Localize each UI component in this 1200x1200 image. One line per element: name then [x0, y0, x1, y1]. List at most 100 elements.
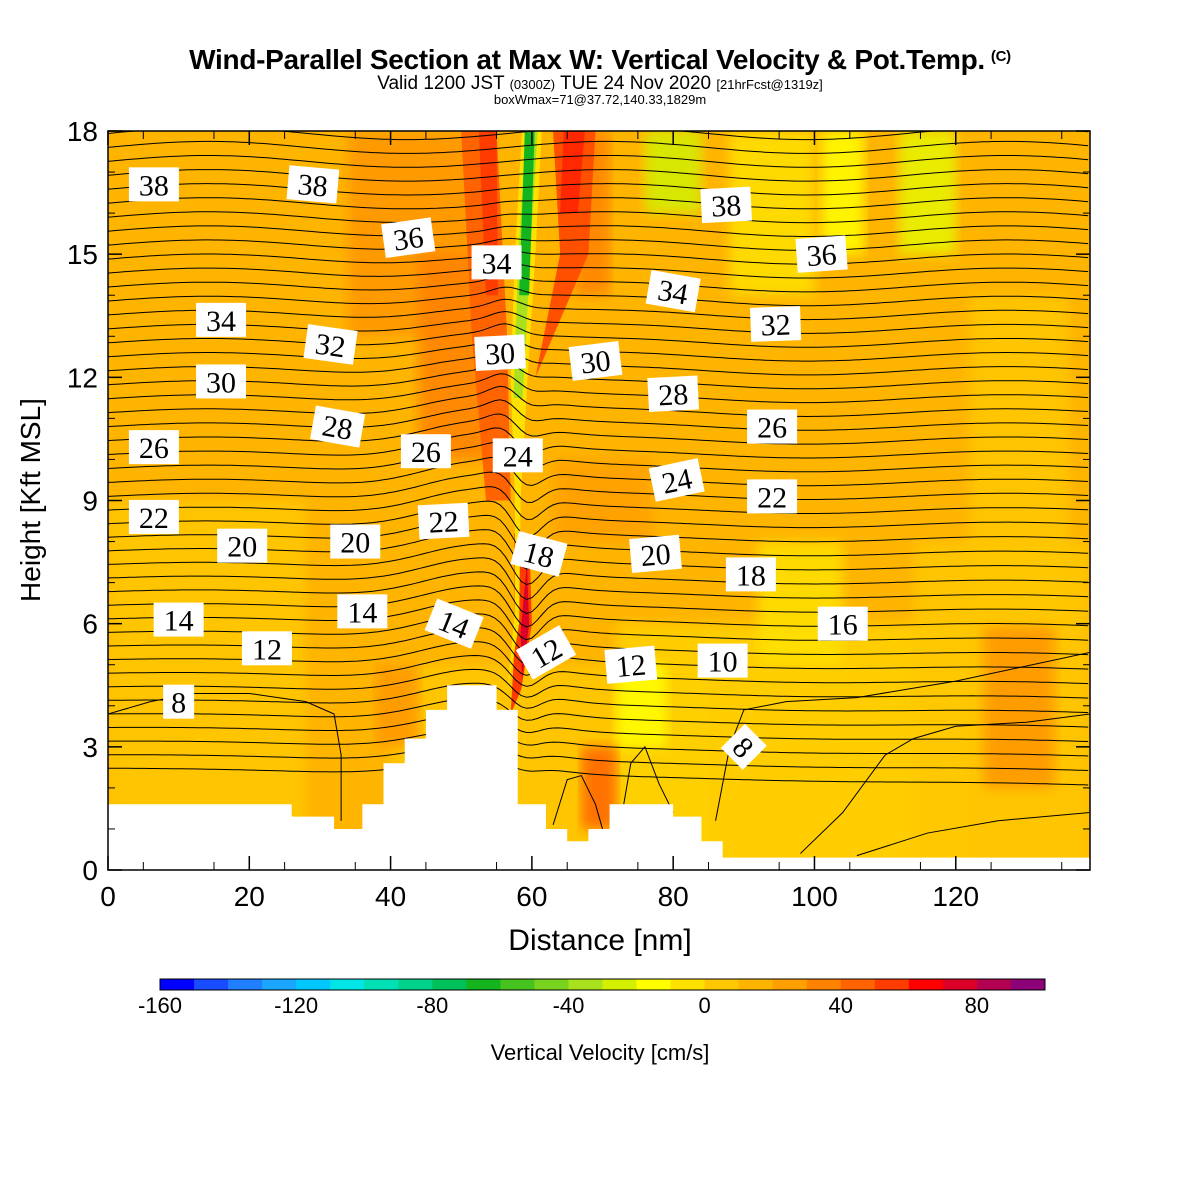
- theta-label-box: [163, 684, 195, 719]
- isentrope: [108, 456, 1089, 487]
- theta-label: 20: [330, 524, 381, 560]
- theta-label-box: [795, 235, 848, 273]
- theta-label-text: 20: [340, 527, 370, 560]
- theta-label: 38: [128, 167, 179, 202]
- isentrope: [108, 697, 1089, 728]
- colorbar-tick-label: -80: [416, 993, 448, 1018]
- theta-labels: 38 38 36 34 38 36 34 34 32 32 30 30 30 28 28 26 26 26 24 24…: [128, 165, 868, 770]
- isentrope: [108, 758, 1089, 786]
- theta-label-text: 30: [579, 344, 613, 380]
- isentrope: [108, 500, 1089, 537]
- y-tick-label: 18: [67, 116, 98, 147]
- subtitle-box: boxWmax=71@37.72,140.33,1829m: [493, 92, 707, 107]
- isentrope: [108, 262, 1089, 279]
- theta-label-text: 38: [296, 168, 329, 203]
- subtitle-valid: Valid 1200 JST: [377, 73, 505, 94]
- theta-label-text: 32: [313, 328, 347, 365]
- theta-label-text: 32: [760, 308, 791, 342]
- x-tick-label: 0: [100, 881, 116, 912]
- theta-label-box: [474, 334, 526, 371]
- isentrope: [108, 169, 1089, 182]
- colorbar-tick-label: -160: [138, 993, 182, 1018]
- theta-label-box: [647, 375, 700, 413]
- theta-label-text: 16: [828, 609, 858, 642]
- theta-label: 26: [747, 409, 798, 445]
- theta-label: 18: [725, 557, 776, 592]
- theta-label-box: [697, 643, 748, 678]
- theta-label-text: 36: [391, 221, 425, 258]
- isentrope: [108, 529, 1089, 570]
- colorbar-swatch: [976, 979, 1012, 990]
- theta-label-text: 22: [139, 502, 169, 535]
- isentrope-low: [799, 713, 1090, 854]
- theta-label-text: 34: [482, 247, 512, 280]
- x-tick-label: 100: [791, 881, 838, 912]
- title-mark: (C): [990, 48, 1011, 65]
- theta-label-box: [128, 167, 179, 202]
- colorbar-swatch: [806, 979, 842, 990]
- theta-label: 32: [303, 324, 358, 365]
- theta-label-box: [648, 458, 705, 502]
- x-axis-label: Distance [nm]: [508, 924, 691, 957]
- theta-label: 26: [128, 430, 179, 465]
- isentrope: [108, 274, 1089, 293]
- theta-label: 16: [817, 606, 868, 642]
- subtitle-date: TUE 24 Nov 2020: [560, 73, 712, 94]
- theta-label: 20: [217, 528, 268, 564]
- theta-label: 8: [163, 684, 195, 720]
- theta-label-box: [471, 245, 522, 280]
- colorbar-swatch: [908, 979, 944, 990]
- theta-label-box: [515, 625, 577, 680]
- isentrope: [108, 599, 1089, 641]
- theta-label-text: 30: [206, 366, 236, 399]
- theta-label-box: [629, 534, 682, 573]
- theta-label-box: [241, 631, 292, 666]
- theta-contours: [108, 131, 1090, 857]
- theta-label-text: 20: [639, 538, 672, 573]
- colorbar-swatch: [772, 979, 808, 990]
- theta-label-box: [217, 528, 268, 563]
- y-tick-label: 9: [82, 486, 98, 517]
- theta-label-text: 30: [484, 337, 516, 372]
- isentrope: [108, 712, 1089, 742]
- theta-label: 20: [629, 534, 682, 573]
- subtitle-utc: (0300Z): [509, 77, 556, 92]
- theta-label-box: [286, 165, 340, 204]
- field-region: [899, 131, 956, 255]
- theta-label-box: [720, 723, 767, 770]
- theta-label-text: 12: [615, 648, 648, 683]
- theta-label-box: [196, 364, 247, 399]
- theta-label-box: [128, 499, 179, 534]
- colorbar-swatch: [738, 979, 774, 990]
- theta-label-text: 14: [347, 596, 377, 629]
- theta-label-text: 38: [710, 189, 742, 224]
- theta-label-box: [330, 524, 381, 559]
- theta-label: 22: [747, 479, 798, 514]
- isentrope: [108, 654, 1089, 687]
- isentrope: [108, 250, 1089, 265]
- theta-label-box: [310, 405, 366, 448]
- theta-label-text: 34: [206, 305, 236, 338]
- x-tick-label: 20: [234, 881, 265, 912]
- theta-label-box: [196, 302, 247, 337]
- theta-label-text: 36: [806, 238, 838, 273]
- colorbar-swatch: [432, 979, 467, 990]
- isentrope: [108, 197, 1089, 210]
- colorbar-tick-label: -40: [553, 993, 585, 1018]
- theta-label-box: [424, 598, 484, 649]
- isentrope: [108, 441, 1089, 473]
- theta-label-box: [817, 606, 868, 641]
- colorbar-swatch: [568, 979, 603, 990]
- chart-subtitle: Valid 1200 JST (0300Z) TUE 24 Nov 2020 […: [0, 73, 1200, 95]
- theta-label-box: [604, 645, 658, 684]
- x-tick-label: 60: [516, 881, 547, 912]
- theta-label-text: 26: [411, 436, 441, 469]
- colorbar-swatch: [330, 979, 365, 990]
- updraft-upper-left: [461, 131, 511, 501]
- y-tick-label: 12: [67, 362, 98, 393]
- colorbar-swatch: [1010, 979, 1046, 990]
- theta-label: 30: [474, 334, 526, 372]
- theta-label-text: 12: [252, 633, 282, 666]
- theta-label-text: 28: [320, 409, 355, 447]
- terrain: [108, 685, 1090, 870]
